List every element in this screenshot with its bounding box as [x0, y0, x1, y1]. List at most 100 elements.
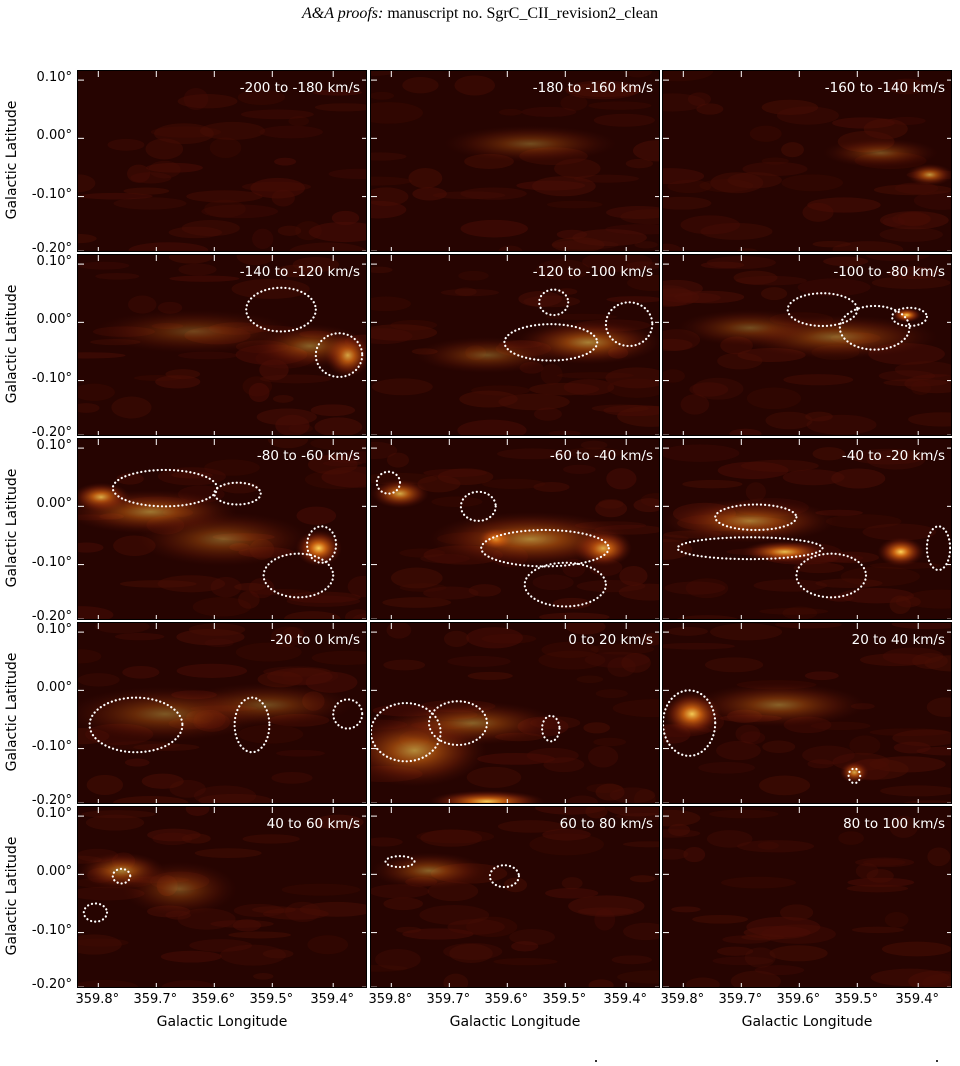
x-tick-label: 359.4° — [895, 992, 940, 1007]
noise-patch — [908, 412, 951, 427]
noise-patch — [178, 263, 217, 276]
noise-patch — [314, 417, 363, 435]
noise-patch — [252, 228, 274, 250]
noise-patch — [904, 589, 951, 609]
noise-patch — [606, 468, 637, 490]
noise-patch — [521, 106, 577, 117]
emission-blob — [92, 309, 296, 354]
noise-patch — [611, 955, 653, 965]
y-tick-label: -0.20° — [31, 241, 72, 257]
x-tick-label: 359.5° — [834, 992, 879, 1007]
contour-line — [332, 698, 364, 730]
noise-patch — [482, 478, 546, 490]
noise-patch — [758, 775, 811, 796]
noise-patch — [838, 831, 864, 845]
noise-patch — [371, 324, 438, 341]
noise-patch — [78, 403, 100, 413]
noise-patch — [710, 172, 764, 194]
noise-patch — [275, 414, 310, 435]
noise-patch — [85, 814, 145, 831]
y-tick-label: -0.20° — [31, 425, 72, 441]
noise-patch — [511, 941, 539, 952]
noise-patch — [127, 164, 151, 183]
noise-patch — [566, 795, 598, 803]
noise-patch — [745, 482, 767, 502]
contour-line — [371, 701, 442, 763]
y-tick-label: 0.10° — [36, 438, 72, 454]
noise-patch — [235, 642, 302, 662]
noise-patch — [242, 376, 273, 397]
noise-patch — [832, 117, 895, 129]
noise-patch — [576, 675, 604, 684]
noise-patch — [314, 814, 364, 830]
noise-patch — [903, 800, 951, 803]
noise-patch — [696, 103, 724, 115]
noise-patch — [323, 451, 366, 464]
channel-panel: 20 to 40 km/s — [662, 622, 952, 804]
noise-patch — [887, 116, 926, 125]
noise-patch — [536, 259, 590, 281]
noise-patch — [284, 901, 321, 923]
noise-patch — [554, 158, 601, 179]
noise-patch — [727, 172, 782, 189]
noise-patch — [556, 288, 578, 295]
noise-patch — [722, 935, 771, 944]
page-header: A&A proofs: manuscript no. SgrC_CII_revi… — [0, 5, 960, 23]
emission-map — [371, 255, 659, 435]
noise-patch — [587, 745, 619, 768]
noise-patch — [761, 287, 788, 301]
x-tick-label: 359.4° — [310, 992, 355, 1007]
noise-patch — [408, 168, 443, 189]
noise-patch — [663, 848, 689, 860]
noise-patch — [160, 950, 222, 963]
noise-patch — [390, 567, 443, 589]
noise-patch — [288, 116, 310, 127]
noise-patch — [454, 75, 496, 96]
velocity-label: 0 to 20 km/s — [568, 632, 653, 648]
noise-patch — [432, 191, 506, 200]
noise-patch — [620, 209, 659, 225]
noise-patch — [281, 883, 361, 896]
emission-map — [78, 255, 366, 435]
noise-patch — [572, 229, 647, 247]
noise-patch — [371, 102, 423, 124]
noise-patch — [663, 168, 705, 185]
noise-patch — [382, 597, 452, 608]
noise-patch — [176, 628, 245, 646]
y-tick-label: 0.00° — [36, 680, 72, 696]
velocity-label: 20 to 40 km/s — [851, 632, 945, 648]
noise-patch — [192, 597, 252, 617]
noise-patch — [825, 514, 902, 529]
noise-patch — [328, 168, 366, 180]
noise-patch — [386, 623, 412, 639]
noise-patch — [746, 916, 821, 938]
noise-patch — [503, 877, 528, 893]
noise-patch — [617, 405, 659, 427]
y-tick-label: -0.10° — [31, 554, 72, 570]
noise-patch — [609, 787, 656, 803]
noise-patch — [178, 351, 238, 360]
noise-patch — [516, 180, 586, 191]
velocity-label: -120 to -100 km/s — [532, 264, 653, 280]
noise-patch — [847, 877, 915, 887]
emission-map — [78, 71, 366, 251]
x-tick-label: 359.5° — [542, 992, 587, 1007]
noise-patch — [641, 633, 659, 646]
noise-patch — [95, 272, 140, 280]
noise-patch — [272, 394, 294, 403]
noise-patch — [663, 809, 701, 827]
noise-patch — [423, 586, 479, 600]
velocity-label: -80 to -60 km/s — [256, 448, 360, 464]
noise-patch — [165, 369, 201, 380]
noise-patch — [735, 275, 807, 286]
emission-map — [78, 807, 366, 987]
noise-patch — [793, 562, 845, 574]
noise-patch — [588, 979, 614, 987]
y-tick-label: 0.00° — [36, 312, 72, 328]
noise-patch — [228, 931, 292, 939]
header-manuscript: manuscript no. SgrC_CII_revision2_clean — [383, 5, 658, 22]
noise-patch — [183, 87, 209, 110]
noise-patch — [390, 319, 438, 331]
noise-patch — [533, 482, 570, 492]
noise-patch — [593, 113, 655, 127]
